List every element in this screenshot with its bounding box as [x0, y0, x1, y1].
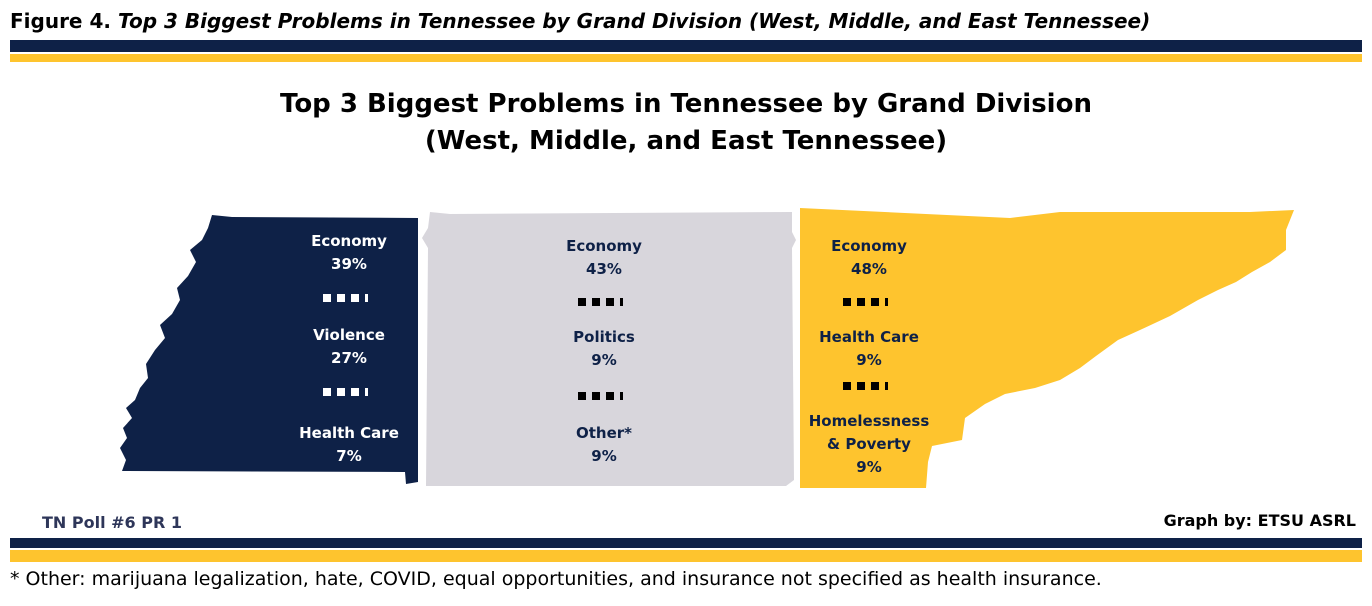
- east-item-label: & Poverty: [827, 435, 911, 453]
- separator-dot: [843, 382, 851, 390]
- west-item-value: 7%: [336, 447, 361, 465]
- middle-item-value: 43%: [586, 260, 622, 278]
- east-region-shape: [800, 208, 1294, 488]
- west-item-label: Economy: [311, 232, 387, 250]
- east-item-value: 48%: [851, 260, 887, 278]
- separator-dot: [606, 298, 614, 306]
- separator-dot: [365, 388, 368, 396]
- separator-dot: [323, 388, 331, 396]
- east-item-label: Economy: [831, 237, 907, 255]
- separator-dot: [592, 298, 600, 306]
- east-item-value: 9%: [856, 351, 881, 369]
- figure-title: Top 3 Biggest Problems in Tennessee by G…: [117, 9, 1151, 33]
- poll-label: TN Poll #6 PR 1: [42, 513, 182, 532]
- graph-credit: Graph by: ETSU ASRL: [1163, 511, 1356, 530]
- separator-dot: [365, 294, 368, 302]
- separator-dot: [337, 294, 345, 302]
- chart-title-line1: Top 3 Biggest Problems in Tennessee by G…: [280, 89, 1092, 119]
- middle-item-label: Economy: [566, 237, 642, 255]
- separator-dot: [578, 298, 586, 306]
- west-item-label: Health Care: [299, 424, 399, 442]
- middle-item-value: 9%: [591, 447, 616, 465]
- separator-dot: [323, 294, 331, 302]
- footer-band-gold: [10, 550, 1362, 562]
- figure-label: Figure 4.: [10, 9, 111, 33]
- west-item-label: Violence: [313, 326, 385, 344]
- footer-band-navy: [10, 538, 1362, 548]
- separator-dot: [620, 298, 623, 306]
- west-item-value: 39%: [331, 255, 367, 273]
- middle-separator-dots: [578, 298, 623, 306]
- separator-dot: [885, 382, 888, 390]
- header-band-gold: [10, 54, 1362, 62]
- east-separator-dots: [843, 298, 888, 306]
- separator-dot: [606, 392, 614, 400]
- separator-dot: [592, 392, 600, 400]
- middle-region-shape: [422, 212, 796, 486]
- middle-separator-dots: [578, 392, 623, 400]
- separator-dot: [843, 298, 851, 306]
- chart-title-line2: (West, Middle, and East Tennessee): [424, 126, 948, 156]
- middle-item-value: 9%: [591, 351, 616, 369]
- east-item-label: Homelessness: [809, 412, 930, 430]
- west-item-value: 27%: [331, 349, 367, 367]
- west-separator-dots: [323, 388, 368, 396]
- footnote: * Other: marijuana legalization, hate, C…: [10, 568, 1102, 590]
- separator-dot: [351, 294, 359, 302]
- separator-dot: [620, 392, 623, 400]
- figure-caption: Figure 4. Top 3 Biggest Problems in Tenn…: [10, 9, 1150, 33]
- header-band-navy: [10, 40, 1362, 52]
- separator-dot: [871, 382, 879, 390]
- separator-dot: [578, 392, 586, 400]
- west-separator-dots: [323, 294, 368, 302]
- separator-dot: [351, 388, 359, 396]
- separator-dot: [857, 382, 865, 390]
- east-item-value: 9%: [856, 458, 881, 476]
- west-region-shape: [120, 215, 418, 484]
- east-item-label: Health Care: [819, 328, 919, 346]
- separator-dot: [857, 298, 865, 306]
- chart-title: Top 3 Biggest Problems in Tennessee by G…: [0, 86, 1372, 160]
- middle-item-label: Politics: [573, 328, 635, 346]
- separator-dot: [885, 298, 888, 306]
- middle-item-label: Other*: [576, 424, 632, 442]
- separator-dot: [871, 298, 879, 306]
- separator-dot: [337, 388, 345, 396]
- east-separator-dots: [843, 382, 888, 390]
